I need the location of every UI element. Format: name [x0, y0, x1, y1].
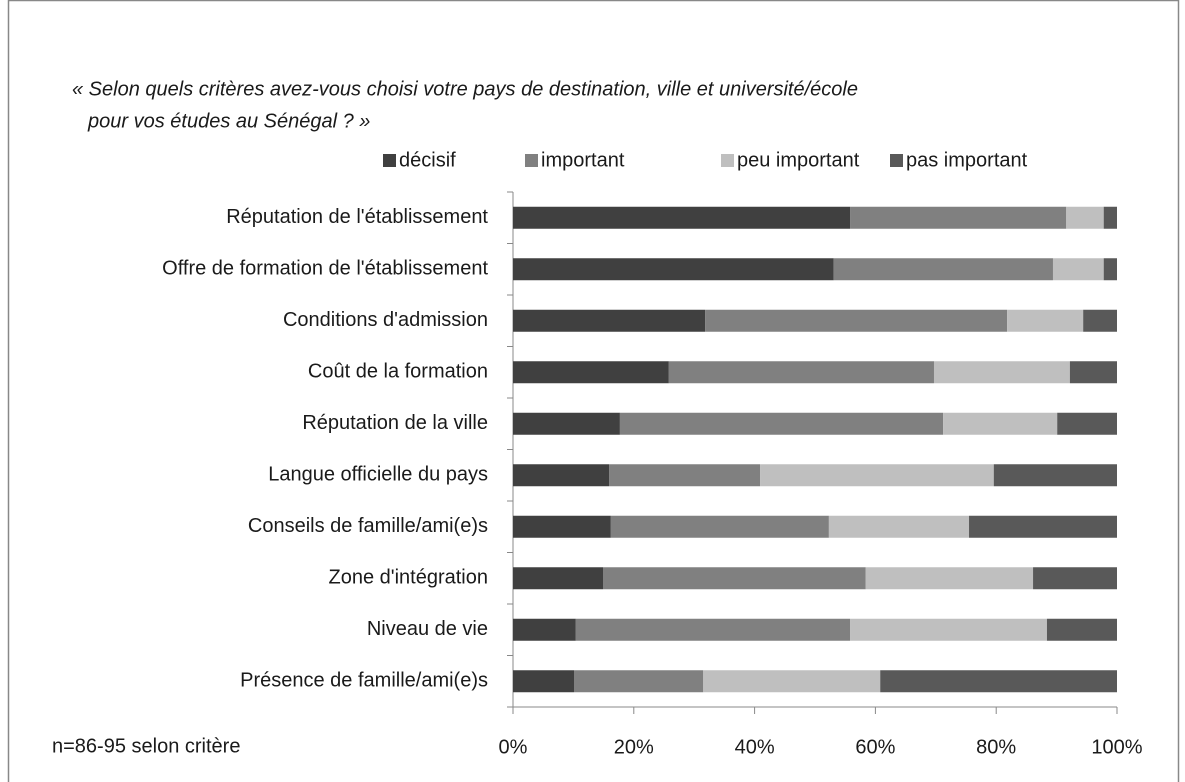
- bar-segment: [619, 412, 944, 435]
- bar-segment: [513, 309, 706, 332]
- bar-segment: [833, 258, 1053, 281]
- legend-swatch: [525, 154, 538, 167]
- bar-segment: [513, 206, 851, 229]
- y-tick-label: Conditions d'admission: [283, 309, 488, 331]
- y-tick-label: Réputation de la ville: [302, 412, 488, 434]
- bar-segment: [1007, 309, 1084, 332]
- bar-segment: [1069, 361, 1117, 384]
- legend-swatch: [383, 154, 396, 167]
- bar-segment: [703, 670, 881, 693]
- x-tick-label: 80%: [976, 736, 1016, 758]
- bar-segment: [513, 464, 610, 487]
- bar-segment: [705, 309, 1008, 332]
- note: n=86-95 selon critère: [52, 735, 240, 757]
- bar-segment: [850, 618, 1047, 641]
- y-tick-label: Coût de la formation: [308, 361, 488, 383]
- bar-segment: [609, 464, 761, 487]
- bar-segment: [865, 567, 1034, 590]
- legend-label: important: [541, 149, 625, 171]
- bar-segment: [1066, 206, 1104, 229]
- bar-segment: [513, 412, 620, 435]
- legend-swatch: [890, 154, 903, 167]
- bar-segment: [513, 670, 575, 693]
- bar-segment: [850, 206, 1067, 229]
- bar-segment: [1103, 258, 1117, 281]
- y-tick-label: Niveau de vie: [367, 618, 488, 640]
- chart-title: « Selon quels critères avez-vous choisi …: [72, 78, 858, 100]
- bar-segment: [513, 258, 834, 281]
- bar-segment: [993, 464, 1117, 487]
- bar-segment: [1033, 567, 1117, 590]
- bar-segment: [1046, 618, 1117, 641]
- bar-segment: [828, 515, 970, 538]
- bar-segment: [1083, 309, 1117, 332]
- y-tick-label: Réputation de l'établissement: [226, 206, 488, 228]
- bar-segment: [933, 361, 1070, 384]
- x-tick-label: 40%: [735, 736, 775, 758]
- y-tick-label: Présence de famille/ami(e)s: [240, 670, 488, 692]
- bar-segment: [602, 567, 866, 590]
- legend-label: peu important: [737, 149, 860, 171]
- bar-segment: [513, 567, 603, 590]
- bar-segment: [969, 515, 1117, 538]
- chart-title: pour vos études au Sénégal ? »: [87, 110, 370, 132]
- x-tick-label: 20%: [614, 736, 654, 758]
- y-tick-label: Zone d'intégration: [329, 567, 488, 589]
- legend-label: pas important: [906, 149, 1028, 171]
- y-tick-label: Conseils de famille/ami(e)s: [248, 515, 488, 537]
- bar-segment: [880, 670, 1117, 693]
- bar-segment: [760, 464, 994, 487]
- bar-segment: [1052, 258, 1104, 281]
- bar-segment: [513, 618, 576, 641]
- frame: [7, 0, 1180, 782]
- bar-segment: [943, 412, 1058, 435]
- x-tick-label: 60%: [855, 736, 895, 758]
- bar-segment: [1057, 412, 1117, 435]
- bar-segment: [513, 515, 611, 538]
- bar-segment: [668, 361, 934, 384]
- y-tick-label: Offre de formation de l'établissement: [162, 258, 488, 280]
- x-tick-label: 0%: [499, 736, 528, 758]
- legend-label: décisif: [399, 149, 456, 171]
- bar-segment: [574, 670, 704, 693]
- bar-segment: [1103, 206, 1117, 229]
- x-tick-label: 100%: [1091, 736, 1142, 758]
- legend-swatch: [721, 154, 734, 167]
- bar-segment: [610, 515, 829, 538]
- y-tick-label: Langue officielle du pays: [268, 464, 488, 486]
- bar-segment: [575, 618, 851, 641]
- bar-segment: [513, 361, 669, 384]
